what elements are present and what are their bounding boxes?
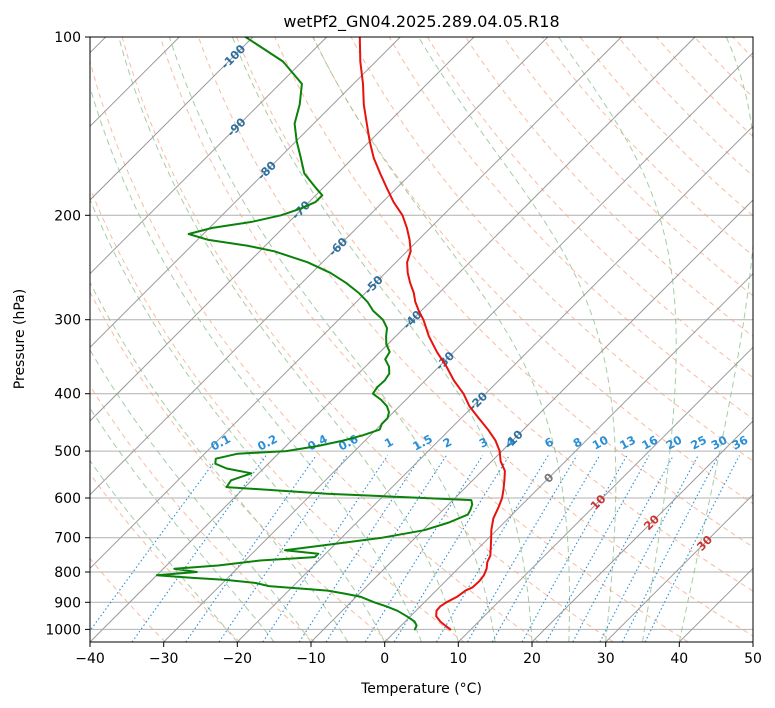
isotherm: [90, 37, 475, 422]
mixing-ratio-line: [364, 455, 484, 642]
x-tick-label: −20: [223, 651, 253, 667]
isotherm: [90, 37, 622, 570]
mixing-ratio-line: [393, 455, 510, 642]
moist-adiabat: [90, 349, 312, 642]
dry-adiabat: [121, 37, 614, 642]
x-tick-label: 50: [744, 651, 762, 667]
moist-adiabat: [558, 37, 677, 642]
isotherm: [310, 199, 753, 642]
x-axis-label: Temperature (°C): [360, 681, 482, 697]
moist-adiabat: [678, 37, 753, 642]
isotherm: [531, 420, 753, 642]
mixing-ratio-label: 10: [590, 433, 611, 453]
mixing-ratio-label: 16: [639, 433, 660, 453]
mixing-ratio-line: [644, 455, 740, 642]
mixing-ratio-line: [325, 455, 447, 642]
y-tick-label: 200: [54, 208, 81, 224]
x-tick-label: −40: [75, 651, 105, 667]
mixing-ratio-line: [621, 455, 720, 642]
profiles: [155, 37, 506, 631]
y-axis-label: Pressure (hPa): [12, 289, 28, 389]
moist-adiabats: [90, 37, 753, 642]
plot-frame: [89, 36, 754, 643]
y-tick-label: 600: [54, 491, 81, 507]
y-tick-label: 500: [54, 444, 81, 460]
isotherm: [605, 493, 753, 642]
isotherm: [90, 37, 328, 275]
dry-adiabat: [236, 37, 753, 592]
mixing-ratio-label: 13: [617, 433, 638, 453]
y-axis: 1000 900 800 700 600 500 400 300 200 100: [45, 30, 90, 638]
dry-adiabat: [90, 59, 540, 642]
dry-adiabat: [198, 37, 753, 637]
y-tick-label: 700: [54, 531, 81, 547]
dry-adiabats: [90, 37, 753, 642]
dry-adiabat: [350, 37, 753, 462]
skewed-isotherms: [90, 37, 753, 642]
moist-adiabat: [418, 37, 617, 642]
y-tick-label: 300: [54, 313, 81, 329]
y-tick-label: 400: [54, 387, 81, 403]
x-axis: −40 −30 −20 −10 0 10 20 30 40 50: [75, 642, 762, 667]
moist-adiabat: [231, 37, 533, 642]
y-tick-label: 900: [54, 595, 81, 611]
dry-adiabat: [90, 472, 241, 642]
x-tick-label: 30: [597, 651, 615, 667]
isotherm: [236, 125, 753, 642]
mixing-ratio-line: [298, 455, 422, 642]
isotherm: [90, 37, 549, 496]
dry-adiabat: [90, 384, 316, 642]
x-tick-label: −10: [296, 651, 326, 667]
moist-adiabat: [168, 37, 496, 642]
isotherm: [384, 272, 753, 642]
moist-adiabat: [90, 459, 238, 642]
isotherm-label: 40: [750, 550, 771, 571]
moist-adiabat: [312, 37, 570, 642]
y-tick-label: 800: [54, 565, 81, 581]
dry-adiabat: [90, 291, 390, 642]
mixing-ratio-line: [545, 455, 650, 642]
temperature-profile: [358, 37, 506, 631]
dry-adiabat: [312, 37, 753, 505]
mixing-ratio-line: [262, 455, 389, 642]
mixing-ratio-line: [185, 455, 317, 642]
mixing-ratio-line: [599, 455, 699, 642]
x-tick-label: −30: [149, 651, 179, 667]
mixing-ratio-line: [90, 455, 220, 632]
isotherm: [90, 37, 401, 349]
y-tick-label: 1000: [45, 622, 81, 638]
mixing-ratio-label: 20: [664, 433, 685, 453]
isotherm: [90, 37, 254, 201]
dewpoint-profile: [155, 37, 474, 631]
x-tick-label: 20: [523, 651, 541, 667]
mixing-ratio-label: 36: [730, 433, 751, 453]
mixing-ratio-line: [218, 455, 348, 642]
moist-adiabat: [90, 85, 422, 642]
x-tick-label: 0: [380, 651, 389, 667]
isotherm: [457, 346, 753, 642]
isotherm: [90, 37, 696, 642]
isotherm: [163, 51, 753, 642]
dry-adiabat: [90, 186, 465, 642]
y-tick-label: 100: [54, 30, 81, 46]
grid-lines: [90, 37, 753, 630]
x-tick-label: 10: [449, 651, 467, 667]
mixing-ratio-line: [572, 455, 674, 642]
mixing-ratio-label: 25: [688, 433, 709, 453]
chart-title: wetPf2_GN04.2025.289.04.05.R18: [283, 12, 559, 32]
moist-adiabat: [90, 198, 386, 642]
dry-adiabat: [159, 37, 689, 642]
x-tick-label: 40: [670, 651, 688, 667]
mixing-ratio-label: 30: [709, 433, 730, 453]
